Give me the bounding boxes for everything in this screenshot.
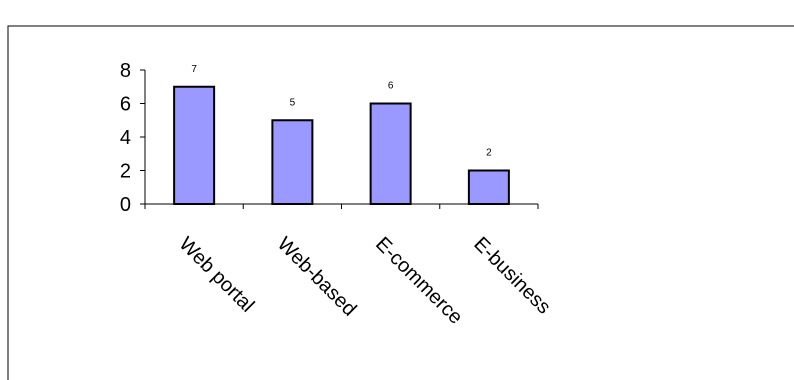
data-label: 2 [486,148,492,159]
data-label: 5 [290,97,296,108]
bars [173,85,510,205]
data-label: 7 [191,64,197,75]
y-tick-label: 0 [120,194,131,216]
y-tick-label: 4 [120,127,131,149]
y-tick-label: 2 [120,161,131,183]
bar-web-based [271,119,314,205]
y-tick-label: 8 [120,60,131,82]
data-label: 6 [388,81,394,92]
bar-web-portal [173,85,216,205]
y-tick-label: 6 [120,94,131,116]
bar-e-business [467,169,510,205]
bar-e-commerce [369,102,412,205]
